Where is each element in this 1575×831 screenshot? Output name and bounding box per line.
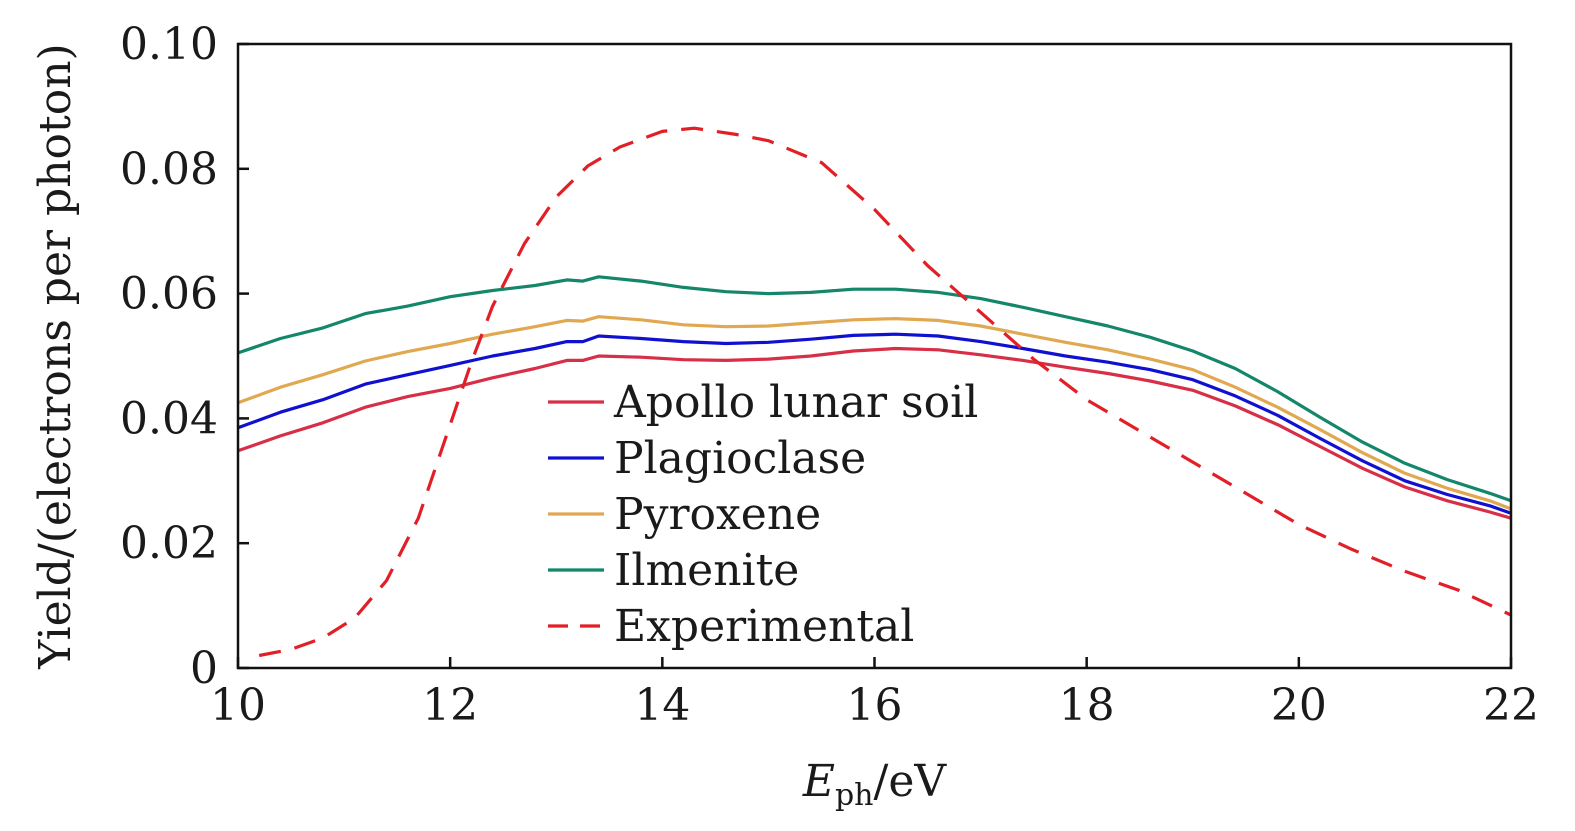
y-axis-title: Yield/(electrons per photon) [30,43,81,669]
tick-layer: 10 12 14 16 18 20 22 0 0.02 0.04 0.06 0.08 0.10 [120,19,1539,731]
series-line-plagioclase [237,332,1512,515]
x-tick-label: 20 [1271,680,1327,731]
x-axis-title-main: E [802,756,835,807]
x-tick-label: 18 [1059,680,1115,731]
y-tick-label: 0.04 [120,393,218,444]
legend-label: Apollo lunar soil [613,377,978,428]
series-line-apollo-lunar-soil [237,346,1512,520]
legend: Apollo lunar soilPlagioclasePyroxeneIlme… [548,377,978,652]
x-axis-title-subscript: ph [835,778,874,813]
x-tick-label: 10 [210,680,266,731]
legend-label: Experimental [614,601,914,652]
x-tick-label: 16 [847,680,903,731]
legend-label: Pyroxene [614,489,821,540]
x-tick-label: 14 [634,680,690,731]
x-axis-title-unit: /eV [874,756,948,807]
y-tick-label: 0.06 [120,269,218,320]
legend-label: Plagioclase [614,433,866,484]
series-line-experimental [258,126,1512,658]
y-tick-label: 0 [190,643,218,694]
plot-frame [236,42,1513,670]
x-tick-label: 12 [422,680,478,731]
y-tick-label: 0.10 [120,19,218,70]
series-layer [237,126,1512,658]
x-tick-label: 22 [1483,680,1539,731]
y-tick-label: 0.08 [120,144,218,195]
y-tick-label: 0.02 [120,518,218,569]
legend-label: Ilmenite [614,545,799,596]
series-line-ilmenite [237,275,1512,503]
x-axis-title: Eph/eV [802,756,948,813]
series-line-pyroxene [237,315,1512,511]
